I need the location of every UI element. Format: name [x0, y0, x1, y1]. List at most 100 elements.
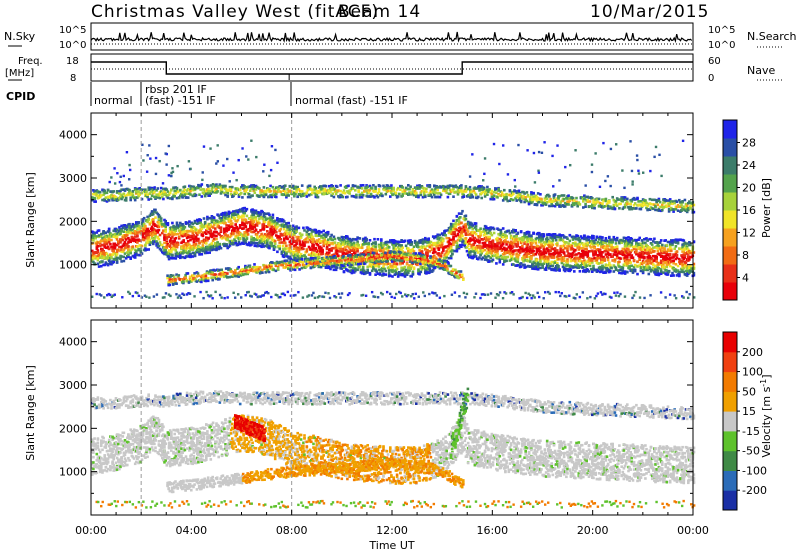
heatmap-cell — [333, 259, 337, 263]
heatmap-cell — [505, 248, 508, 251]
heatmap-cell — [630, 241, 634, 245]
heatmap-cell — [218, 233, 222, 236]
heatmap-cell — [124, 238, 128, 241]
heatmap-cell — [314, 228, 318, 232]
heatmap-cell — [553, 247, 557, 251]
heatmap-cell — [364, 253, 367, 257]
heatmap-cell — [135, 221, 138, 224]
heatmap-cell — [396, 275, 400, 278]
heatmap-cell — [665, 250, 669, 254]
heatmap-cell — [312, 246, 315, 249]
heatmap-cell — [504, 239, 507, 242]
heatmap-cell — [244, 241, 248, 245]
freq-trace — [91, 61, 693, 80]
heatmap-cell — [512, 252, 515, 256]
heatmap-cell — [452, 237, 455, 241]
heatmap-cell — [260, 216, 263, 219]
heatmap-cell — [515, 235, 518, 238]
heatmap-cell — [101, 260, 104, 263]
heatmap-cell — [478, 244, 481, 248]
heatmap-cell — [664, 239, 667, 242]
heatmap-cell — [544, 242, 548, 245]
heatmap-cell — [381, 261, 384, 265]
heatmap-cell — [115, 235, 119, 238]
heatmap-cell — [614, 268, 618, 272]
heatmap-cell — [449, 256, 453, 260]
heatmap-cell — [192, 240, 196, 244]
heatmap-cell — [212, 237, 216, 240]
heatmap-cell — [587, 250, 591, 253]
heatmap-cell — [231, 239, 234, 243]
heatmap-cell — [587, 256, 591, 260]
heatmap-cell — [405, 269, 409, 272]
heatmap-cell — [316, 258, 320, 261]
heatmap-cell — [548, 244, 551, 247]
heatmap-cell — [352, 238, 356, 241]
heatmap-cell — [566, 261, 569, 264]
heatmap-cell — [522, 238, 525, 242]
heatmap-cell — [366, 271, 369, 274]
heatmap-cell — [566, 267, 569, 271]
heatmap-cell — [473, 251, 477, 254]
heatmap-cell — [394, 271, 398, 274]
heatmap-cell — [261, 217, 264, 221]
heatmap-cell — [236, 213, 240, 216]
heatmap-cell — [419, 270, 423, 274]
heatmap-cell — [226, 234, 229, 237]
heatmap-cell — [98, 256, 102, 259]
heatmap-cell — [256, 231, 260, 234]
heatmap-cell — [377, 245, 381, 248]
heatmap-cell — [400, 239, 403, 242]
heatmap-cell — [368, 263, 372, 266]
heatmap-cell — [582, 256, 585, 259]
heatmap-cell — [372, 254, 375, 257]
heatmap-cell — [403, 239, 407, 243]
heatmap-cell — [253, 238, 257, 241]
heatmap-cell — [534, 239, 538, 243]
heatmap-cell — [430, 247, 434, 250]
heatmap-cell — [180, 225, 183, 228]
power-y-title: Slant Range [km] — [24, 172, 37, 268]
heatmap-cell — [375, 252, 378, 255]
heatmap-cell — [412, 267, 416, 271]
heatmap-cell — [526, 239, 530, 243]
heatmap-cell — [182, 246, 185, 250]
heatmap-cell — [509, 234, 513, 238]
heatmap-cell — [518, 251, 522, 254]
heatmap-cell — [455, 249, 459, 253]
heatmap-cell — [591, 249, 594, 253]
heatmap-cell — [630, 264, 634, 268]
heatmap-cell — [592, 235, 595, 238]
heatmap-cell — [351, 263, 355, 266]
heatmap-cell — [488, 260, 491, 263]
heatmap-cell — [311, 235, 314, 239]
heatmap-cell — [212, 248, 216, 251]
heatmap-cell — [481, 238, 485, 241]
heatmap-cell — [658, 247, 662, 250]
heatmap-cell — [245, 237, 249, 240]
heatmap-cell — [454, 240, 458, 243]
heatmap-cell — [662, 263, 665, 266]
heatmap-cell — [256, 244, 260, 247]
heatmap-cell — [181, 223, 184, 226]
heatmap-cell — [633, 245, 637, 248]
heatmap-cell — [496, 249, 499, 253]
heatmap-cell — [417, 241, 420, 245]
heatmap-cell — [597, 262, 601, 265]
heatmap-cell — [194, 239, 198, 243]
heatmap-cell — [553, 249, 557, 252]
heatmap-cell — [233, 216, 236, 220]
heatmap-cell — [638, 236, 641, 240]
heatmap-cell — [517, 253, 521, 257]
heatmap-cell — [372, 265, 375, 269]
heatmap-cell — [667, 249, 671, 253]
heatmap-cell — [157, 213, 161, 217]
heatmap-cell — [574, 263, 577, 267]
heatmap-cell — [516, 260, 520, 264]
heatmap-cell — [636, 272, 639, 276]
heatmap-cell — [384, 269, 388, 273]
heatmap-cell — [612, 253, 616, 256]
heatmap-cell — [451, 252, 454, 256]
heatmap-cell — [302, 247, 305, 251]
